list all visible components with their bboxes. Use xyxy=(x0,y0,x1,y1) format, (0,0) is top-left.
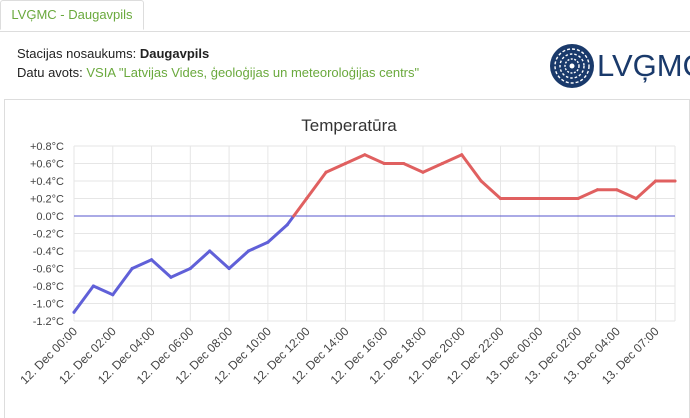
data-point xyxy=(479,179,483,183)
data-point xyxy=(382,162,386,165)
data-point xyxy=(111,293,115,297)
series-segment xyxy=(246,240,270,253)
data-point xyxy=(363,153,367,157)
data-point xyxy=(615,188,619,192)
data-point xyxy=(150,258,154,262)
station-name: Daugavpils xyxy=(139,46,210,61)
station-info: Stacijas nosaukums: Daugavpils Datu avot… xyxy=(17,44,419,82)
tab-bar: LVĢMC - Daugavpils xyxy=(0,0,690,32)
series-segment xyxy=(343,153,367,165)
y-tick-label: -1.2°C xyxy=(33,316,64,328)
series-segment xyxy=(292,197,309,218)
data-point xyxy=(557,197,561,200)
temperature-chart: Temperatūra +0.8°C +0.6°C +0.4°C +0.2°C 0.0°… xyxy=(17,116,677,387)
series-segment xyxy=(285,214,296,227)
source-row: Datu avots: VSIA "Latvijas Vides, ģeoloģ… xyxy=(17,63,419,82)
source-link[interactable]: VSIA "Latvijas Vides, ģeoloģijas un mete… xyxy=(86,65,420,80)
data-point xyxy=(72,310,76,314)
data-point xyxy=(595,188,599,192)
series-segment xyxy=(91,284,115,297)
series-segment xyxy=(266,223,289,244)
series-segment xyxy=(324,162,347,174)
series-segment xyxy=(615,188,638,200)
source-label: Datu avots: xyxy=(17,65,83,80)
data-point xyxy=(266,240,270,244)
y-tick-label: -1.0°C xyxy=(33,299,64,311)
station-label: Stacijas nosaukums: xyxy=(17,46,137,61)
series-segment xyxy=(460,153,483,183)
logo-text: LVĢMC xyxy=(597,48,690,83)
series-segment xyxy=(363,153,386,165)
y-tick-label: +0.6°C xyxy=(30,159,64,171)
y-tick-label: +0.4°C xyxy=(30,176,64,188)
data-point xyxy=(343,162,347,165)
data-point xyxy=(130,267,134,270)
series-segment xyxy=(402,162,425,174)
series-segment xyxy=(227,249,250,270)
data-point xyxy=(305,197,309,200)
data-point xyxy=(518,197,522,200)
data-point xyxy=(460,153,464,157)
data-point xyxy=(91,284,95,288)
y-tick-label: 0.0°C xyxy=(36,211,64,223)
series-segment xyxy=(111,267,134,297)
y-tick-label: -0.8°C xyxy=(33,281,64,293)
series-segment xyxy=(634,179,658,200)
y-tick-label: +0.2°C xyxy=(30,194,64,206)
tab-daugavpils[interactable]: LVĢMC - Daugavpils xyxy=(0,0,144,30)
data-point xyxy=(673,179,677,183)
series-segment xyxy=(440,153,464,165)
data-point xyxy=(499,197,503,200)
data-point xyxy=(440,162,444,165)
series-segment xyxy=(576,188,599,200)
series-segment xyxy=(150,258,173,279)
data-point xyxy=(402,162,406,165)
data-point xyxy=(324,170,328,174)
series-segment xyxy=(421,162,444,174)
series-segment xyxy=(130,258,154,270)
series-segment xyxy=(72,284,95,314)
series-segment xyxy=(169,267,192,279)
y-tick-label: +0.8°C xyxy=(30,141,64,153)
series-segment xyxy=(188,249,212,270)
data-point xyxy=(227,267,231,270)
lvgmc-logo: LVĢMC xyxy=(549,39,690,95)
data-point xyxy=(169,275,173,279)
series-segment xyxy=(305,170,328,200)
y-tick-label: -0.2°C xyxy=(33,229,64,241)
data-point xyxy=(246,249,250,253)
data-point xyxy=(634,197,638,200)
data-point xyxy=(188,267,192,270)
data-point xyxy=(537,197,541,200)
series-segment xyxy=(479,179,503,200)
series-segment xyxy=(208,249,231,270)
y-tick-label: -0.4°C xyxy=(33,246,64,258)
globe-icon xyxy=(550,44,594,88)
data-point xyxy=(285,223,289,227)
data-point xyxy=(576,197,580,200)
data-point xyxy=(208,249,212,253)
data-point xyxy=(654,179,658,183)
data-point xyxy=(421,170,425,174)
chart-title: Temperatūra xyxy=(301,116,397,135)
station-row: Stacijas nosaukums: Daugavpils xyxy=(17,44,419,63)
y-tick-label: -0.6°C xyxy=(33,264,64,276)
